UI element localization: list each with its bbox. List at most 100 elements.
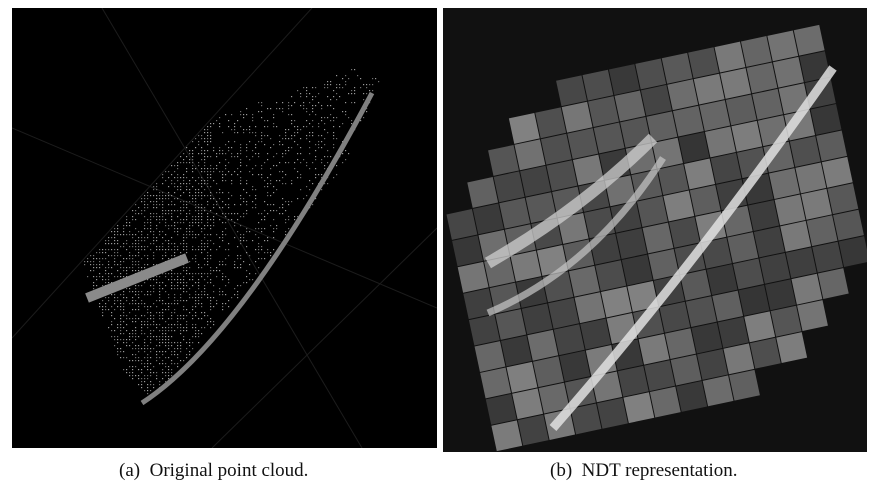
point bbox=[261, 174, 263, 176]
point bbox=[213, 198, 215, 200]
point bbox=[222, 240, 224, 242]
ndt-cell bbox=[710, 152, 742, 184]
point bbox=[348, 153, 350, 155]
point bbox=[147, 255, 149, 257]
point bbox=[273, 126, 275, 128]
point bbox=[153, 348, 155, 350]
point bbox=[99, 303, 101, 305]
ndt-cell bbox=[527, 329, 559, 361]
point bbox=[135, 366, 137, 368]
point bbox=[309, 189, 311, 191]
point bbox=[222, 192, 224, 194]
point bbox=[225, 213, 227, 215]
point bbox=[222, 201, 224, 203]
point bbox=[141, 246, 143, 248]
point bbox=[258, 174, 260, 176]
point bbox=[321, 147, 323, 149]
point bbox=[150, 285, 152, 287]
point bbox=[120, 261, 122, 263]
point bbox=[111, 267, 113, 269]
ndt-cell bbox=[640, 84, 672, 116]
point bbox=[153, 216, 155, 218]
point bbox=[186, 309, 188, 311]
point bbox=[204, 168, 206, 170]
point bbox=[111, 336, 113, 338]
point bbox=[222, 207, 224, 209]
point bbox=[240, 126, 242, 128]
point bbox=[207, 243, 209, 245]
point bbox=[201, 249, 203, 251]
point bbox=[183, 207, 185, 209]
point bbox=[201, 252, 203, 254]
point bbox=[135, 270, 137, 272]
point bbox=[120, 300, 122, 302]
point bbox=[222, 294, 224, 296]
point bbox=[129, 333, 131, 335]
point bbox=[135, 228, 137, 230]
point bbox=[225, 276, 227, 278]
point bbox=[183, 285, 185, 287]
point bbox=[147, 375, 149, 377]
point bbox=[321, 117, 323, 119]
point bbox=[327, 105, 329, 107]
point bbox=[246, 150, 248, 152]
point bbox=[321, 177, 323, 179]
point bbox=[138, 267, 140, 269]
point bbox=[216, 192, 218, 194]
point bbox=[120, 246, 122, 248]
point bbox=[204, 159, 206, 161]
point bbox=[117, 231, 119, 233]
point bbox=[264, 144, 266, 146]
point bbox=[105, 258, 107, 260]
point bbox=[162, 336, 164, 338]
point bbox=[183, 276, 185, 278]
point bbox=[183, 243, 185, 245]
point bbox=[252, 117, 254, 119]
point bbox=[144, 381, 146, 383]
point bbox=[234, 288, 236, 290]
point bbox=[183, 330, 185, 332]
point bbox=[198, 177, 200, 179]
point bbox=[360, 78, 362, 80]
point bbox=[168, 342, 170, 344]
point bbox=[318, 174, 320, 176]
point bbox=[138, 213, 140, 215]
point bbox=[204, 228, 206, 230]
ndt-cell bbox=[697, 349, 728, 380]
point bbox=[141, 201, 143, 203]
point bbox=[321, 135, 323, 137]
point bbox=[108, 282, 110, 284]
point bbox=[366, 93, 368, 95]
point bbox=[168, 243, 170, 245]
point bbox=[315, 87, 317, 89]
ndt-cells bbox=[446, 24, 867, 452]
point bbox=[189, 261, 191, 263]
ndt-cell bbox=[608, 64, 640, 95]
point bbox=[153, 234, 155, 236]
point bbox=[201, 318, 203, 320]
ndt-cell bbox=[452, 235, 483, 267]
point bbox=[171, 213, 173, 215]
point bbox=[306, 186, 308, 188]
point bbox=[312, 108, 314, 110]
point bbox=[174, 231, 176, 233]
point bbox=[177, 342, 179, 344]
point bbox=[267, 204, 269, 206]
point bbox=[147, 207, 149, 209]
point bbox=[312, 87, 314, 89]
point bbox=[321, 141, 323, 143]
point bbox=[171, 201, 173, 203]
point bbox=[207, 315, 209, 317]
point bbox=[138, 246, 140, 248]
point bbox=[201, 240, 203, 242]
point bbox=[240, 180, 242, 182]
point bbox=[195, 327, 197, 329]
point bbox=[171, 360, 173, 362]
point bbox=[192, 324, 194, 326]
point bbox=[345, 114, 347, 116]
point bbox=[126, 318, 128, 320]
point bbox=[234, 261, 236, 263]
point bbox=[123, 276, 125, 278]
point bbox=[267, 186, 269, 188]
point bbox=[189, 213, 191, 215]
